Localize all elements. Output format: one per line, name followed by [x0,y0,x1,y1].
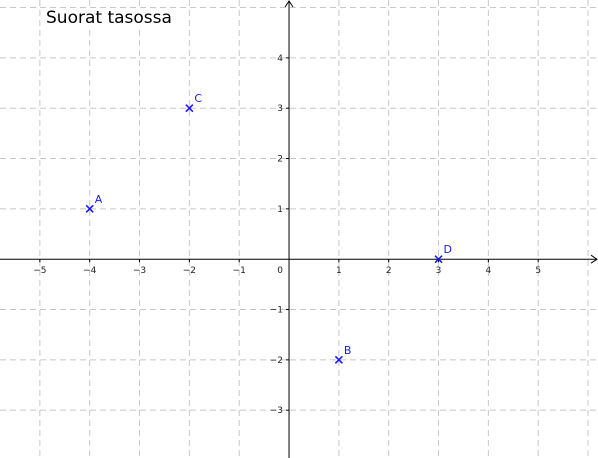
point-a[interactable]: A [85,193,103,213]
y-tick-label: −1 [270,306,283,316]
point-b[interactable]: B [334,344,352,364]
x-tick-label: −1 [233,266,246,276]
tick-labels: −5 −4 −3 −2 −1 1 2 3 4 5 −3 −2 −1 1 2 3 4 0 [33,54,541,416]
x-tick-label: −5 [33,266,46,276]
point-d[interactable]: D [434,243,452,264]
y-tick-label: −3 [270,406,283,416]
y-axis-arrow-icon [284,0,294,8]
point-label: B [344,344,352,357]
point-marker-icon [434,255,443,264]
origin-label: 0 [277,266,283,276]
y-tick-label: 1 [277,205,283,215]
x-tick-label: −3 [133,266,146,276]
point-label: D [444,243,452,256]
y-tick-label: 3 [277,104,283,114]
x-axis-arrow-icon [590,254,598,264]
point-c[interactable]: C [185,92,203,113]
point-label: C [194,92,202,105]
point-label: A [95,193,103,206]
point-marker-icon [185,104,194,113]
x-tick-label: 1 [336,266,342,276]
x-tick-label: −2 [183,266,196,276]
x-tick-label: 3 [436,266,442,276]
graph-title: Suorat tasossa [44,8,174,28]
point-marker-icon [85,204,94,213]
point-marker-icon [334,355,343,364]
x-tick-label: 4 [485,266,491,276]
y-tick-label: −2 [270,356,283,366]
x-tick-label: 5 [535,266,541,276]
x-tick-label: 2 [386,266,392,276]
x-tick-label: −4 [83,266,97,276]
y-tick-label: 2 [277,155,283,165]
y-tick-label: 4 [277,54,283,64]
points: A C D B [85,92,452,364]
